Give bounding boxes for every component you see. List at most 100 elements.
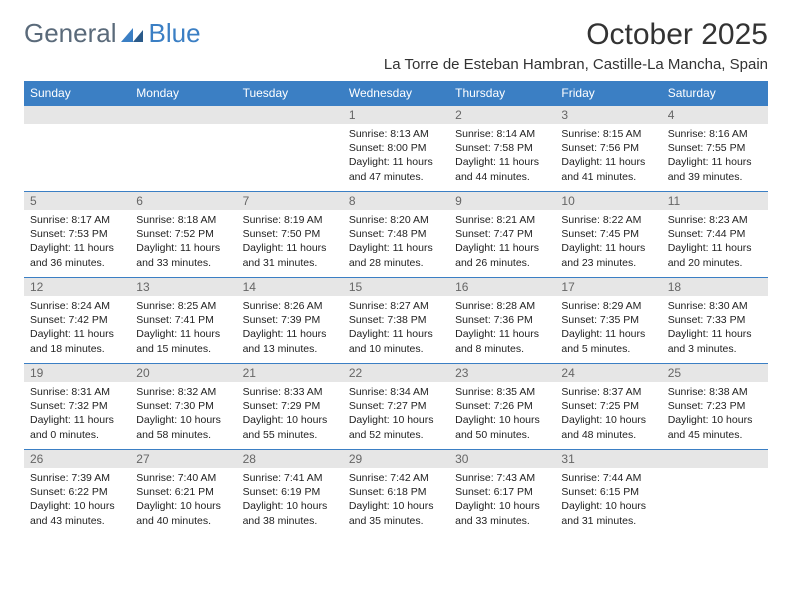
calendar-cell: 15Sunrise: 8:27 AMSunset: 7:38 PMDayligh… xyxy=(343,278,449,364)
day-number: 21 xyxy=(237,364,343,382)
day-details: Sunrise: 8:26 AMSunset: 7:39 PMDaylight:… xyxy=(237,296,343,362)
day-number: 7 xyxy=(237,192,343,210)
day-details: Sunrise: 8:16 AMSunset: 7:55 PMDaylight:… xyxy=(662,124,768,190)
calendar-cell: 31Sunrise: 7:44 AMSunset: 6:15 PMDayligh… xyxy=(555,450,661,536)
day-number: 27 xyxy=(130,450,236,468)
day-details: Sunrise: 8:38 AMSunset: 7:23 PMDaylight:… xyxy=(662,382,768,448)
calendar-cell: 11Sunrise: 8:23 AMSunset: 7:44 PMDayligh… xyxy=(662,192,768,278)
calendar-cell: 21Sunrise: 8:33 AMSunset: 7:29 PMDayligh… xyxy=(237,364,343,450)
day-details: Sunrise: 8:25 AMSunset: 7:41 PMDaylight:… xyxy=(130,296,236,362)
calendar-cell: 2Sunrise: 8:14 AMSunset: 7:58 PMDaylight… xyxy=(449,106,555,192)
day-number: 10 xyxy=(555,192,661,210)
calendar-cell: 7Sunrise: 8:19 AMSunset: 7:50 PMDaylight… xyxy=(237,192,343,278)
daynum-empty xyxy=(130,106,236,124)
day-number: 3 xyxy=(555,106,661,124)
logo-text-blue: Blue xyxy=(149,18,201,49)
calendar-cell: 20Sunrise: 8:32 AMSunset: 7:30 PMDayligh… xyxy=(130,364,236,450)
calendar-table: SundayMondayTuesdayWednesdayThursdayFrid… xyxy=(24,81,768,536)
day-header: Thursday xyxy=(449,81,555,106)
day-details: Sunrise: 7:43 AMSunset: 6:17 PMDaylight:… xyxy=(449,468,555,534)
calendar-cell xyxy=(662,450,768,536)
month-title: October 2025 xyxy=(384,18,768,52)
page-header: General Blue October 2025 La Torre de Es… xyxy=(24,18,768,73)
day-number: 9 xyxy=(449,192,555,210)
calendar-cell: 22Sunrise: 8:34 AMSunset: 7:27 PMDayligh… xyxy=(343,364,449,450)
calendar-cell: 8Sunrise: 8:20 AMSunset: 7:48 PMDaylight… xyxy=(343,192,449,278)
day-details: Sunrise: 7:41 AMSunset: 6:19 PMDaylight:… xyxy=(237,468,343,534)
day-details: Sunrise: 8:15 AMSunset: 7:56 PMDaylight:… xyxy=(555,124,661,190)
day-number: 26 xyxy=(24,450,130,468)
day-header: Monday xyxy=(130,81,236,106)
day-number: 1 xyxy=(343,106,449,124)
day-details: Sunrise: 8:28 AMSunset: 7:36 PMDaylight:… xyxy=(449,296,555,362)
day-details: Sunrise: 7:42 AMSunset: 6:18 PMDaylight:… xyxy=(343,468,449,534)
day-number: 5 xyxy=(24,192,130,210)
day-header: Sunday xyxy=(24,81,130,106)
calendar-cell: 1Sunrise: 8:13 AMSunset: 8:00 PMDaylight… xyxy=(343,106,449,192)
daynum-empty xyxy=(662,450,768,468)
day-details: Sunrise: 7:44 AMSunset: 6:15 PMDaylight:… xyxy=(555,468,661,534)
logo-mark-icon xyxy=(119,24,147,44)
day-details: Sunrise: 7:39 AMSunset: 6:22 PMDaylight:… xyxy=(24,468,130,534)
day-number: 18 xyxy=(662,278,768,296)
day-number: 25 xyxy=(662,364,768,382)
day-details: Sunrise: 8:20 AMSunset: 7:48 PMDaylight:… xyxy=(343,210,449,276)
calendar-cell: 5Sunrise: 8:17 AMSunset: 7:53 PMDaylight… xyxy=(24,192,130,278)
day-details: Sunrise: 8:19 AMSunset: 7:50 PMDaylight:… xyxy=(237,210,343,276)
day-details: Sunrise: 8:27 AMSunset: 7:38 PMDaylight:… xyxy=(343,296,449,362)
day-number: 17 xyxy=(555,278,661,296)
day-number: 14 xyxy=(237,278,343,296)
day-number: 4 xyxy=(662,106,768,124)
day-details: Sunrise: 8:32 AMSunset: 7:30 PMDaylight:… xyxy=(130,382,236,448)
day-number: 29 xyxy=(343,450,449,468)
calendar-cell: 4Sunrise: 8:16 AMSunset: 7:55 PMDaylight… xyxy=(662,106,768,192)
day-details: Sunrise: 8:33 AMSunset: 7:29 PMDaylight:… xyxy=(237,382,343,448)
calendar-cell: 14Sunrise: 8:26 AMSunset: 7:39 PMDayligh… xyxy=(237,278,343,364)
calendar-week-row: 26Sunrise: 7:39 AMSunset: 6:22 PMDayligh… xyxy=(24,450,768,536)
calendar-cell xyxy=(24,106,130,192)
day-header: Saturday xyxy=(662,81,768,106)
day-details: Sunrise: 8:23 AMSunset: 7:44 PMDaylight:… xyxy=(662,210,768,276)
day-header: Friday xyxy=(555,81,661,106)
day-header: Tuesday xyxy=(237,81,343,106)
day-details: Sunrise: 8:18 AMSunset: 7:52 PMDaylight:… xyxy=(130,210,236,276)
calendar-week-row: 19Sunrise: 8:31 AMSunset: 7:32 PMDayligh… xyxy=(24,364,768,450)
day-header: Wednesday xyxy=(343,81,449,106)
calendar-cell: 27Sunrise: 7:40 AMSunset: 6:21 PMDayligh… xyxy=(130,450,236,536)
day-number: 22 xyxy=(343,364,449,382)
day-details: Sunrise: 8:35 AMSunset: 7:26 PMDaylight:… xyxy=(449,382,555,448)
calendar-cell: 3Sunrise: 8:15 AMSunset: 7:56 PMDaylight… xyxy=(555,106,661,192)
logo-text-general: General xyxy=(24,18,117,49)
day-number: 23 xyxy=(449,364,555,382)
day-number: 19 xyxy=(24,364,130,382)
calendar-cell: 28Sunrise: 7:41 AMSunset: 6:19 PMDayligh… xyxy=(237,450,343,536)
day-number: 15 xyxy=(343,278,449,296)
day-details: Sunrise: 8:30 AMSunset: 7:33 PMDaylight:… xyxy=(662,296,768,362)
day-details: Sunrise: 8:34 AMSunset: 7:27 PMDaylight:… xyxy=(343,382,449,448)
calendar-cell: 29Sunrise: 7:42 AMSunset: 6:18 PMDayligh… xyxy=(343,450,449,536)
day-details: Sunrise: 8:17 AMSunset: 7:53 PMDaylight:… xyxy=(24,210,130,276)
day-details: Sunrise: 8:37 AMSunset: 7:25 PMDaylight:… xyxy=(555,382,661,448)
day-details: Sunrise: 8:29 AMSunset: 7:35 PMDaylight:… xyxy=(555,296,661,362)
day-number: 13 xyxy=(130,278,236,296)
day-number: 28 xyxy=(237,450,343,468)
day-details: Sunrise: 7:40 AMSunset: 6:21 PMDaylight:… xyxy=(130,468,236,534)
day-number: 31 xyxy=(555,450,661,468)
day-details: Sunrise: 8:24 AMSunset: 7:42 PMDaylight:… xyxy=(24,296,130,362)
calendar-page: General Blue October 2025 La Torre de Es… xyxy=(0,0,792,554)
day-number: 11 xyxy=(662,192,768,210)
calendar-cell: 12Sunrise: 8:24 AMSunset: 7:42 PMDayligh… xyxy=(24,278,130,364)
day-details: Sunrise: 8:21 AMSunset: 7:47 PMDaylight:… xyxy=(449,210,555,276)
calendar-cell: 23Sunrise: 8:35 AMSunset: 7:26 PMDayligh… xyxy=(449,364,555,450)
calendar-cell: 25Sunrise: 8:38 AMSunset: 7:23 PMDayligh… xyxy=(662,364,768,450)
day-number: 8 xyxy=(343,192,449,210)
day-number: 6 xyxy=(130,192,236,210)
calendar-cell: 19Sunrise: 8:31 AMSunset: 7:32 PMDayligh… xyxy=(24,364,130,450)
day-number: 24 xyxy=(555,364,661,382)
calendar-week-row: 12Sunrise: 8:24 AMSunset: 7:42 PMDayligh… xyxy=(24,278,768,364)
calendar-cell xyxy=(237,106,343,192)
day-number: 2 xyxy=(449,106,555,124)
calendar-cell: 9Sunrise: 8:21 AMSunset: 7:47 PMDaylight… xyxy=(449,192,555,278)
day-number: 16 xyxy=(449,278,555,296)
calendar-cell: 17Sunrise: 8:29 AMSunset: 7:35 PMDayligh… xyxy=(555,278,661,364)
